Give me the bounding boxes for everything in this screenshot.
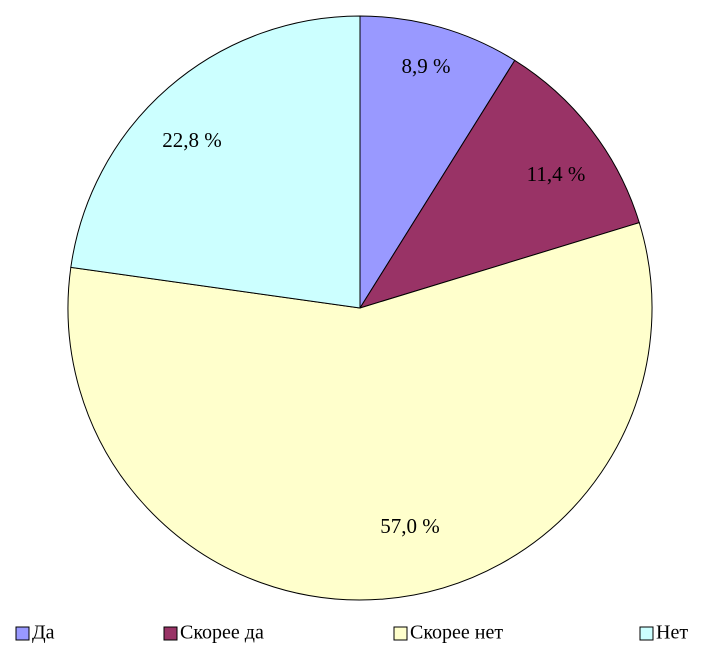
pie-slice-2 xyxy=(358,59,640,309)
legend: Да Скорее да Скорее нет Нет xyxy=(15,622,688,644)
legend-label-4: Нет xyxy=(656,622,688,644)
pie-slice-3 xyxy=(67,222,653,601)
data-label-4: 22,8 % xyxy=(162,128,222,152)
legend-swatch-1 xyxy=(15,626,30,641)
pie-data-labels: 8,9 % 11,4 % 57,0 % 22,8 % xyxy=(162,54,585,538)
legend-swatch-3 xyxy=(393,626,408,641)
pie-slice-4 xyxy=(70,15,361,309)
data-label-1: 8,9 % xyxy=(402,54,451,78)
legend-label-2: Скорее да xyxy=(180,622,264,644)
pie-slices xyxy=(67,15,653,601)
data-label-2: 11,4 % xyxy=(527,162,586,186)
data-label-3: 57,0 % xyxy=(380,514,440,538)
legend-swatch-2 xyxy=(163,626,178,641)
pie-slice-1 xyxy=(359,15,516,310)
legend-label-3: Скорее нет xyxy=(410,622,503,644)
legend-label-1: Да xyxy=(32,622,55,644)
legend-swatch-4 xyxy=(639,626,654,641)
